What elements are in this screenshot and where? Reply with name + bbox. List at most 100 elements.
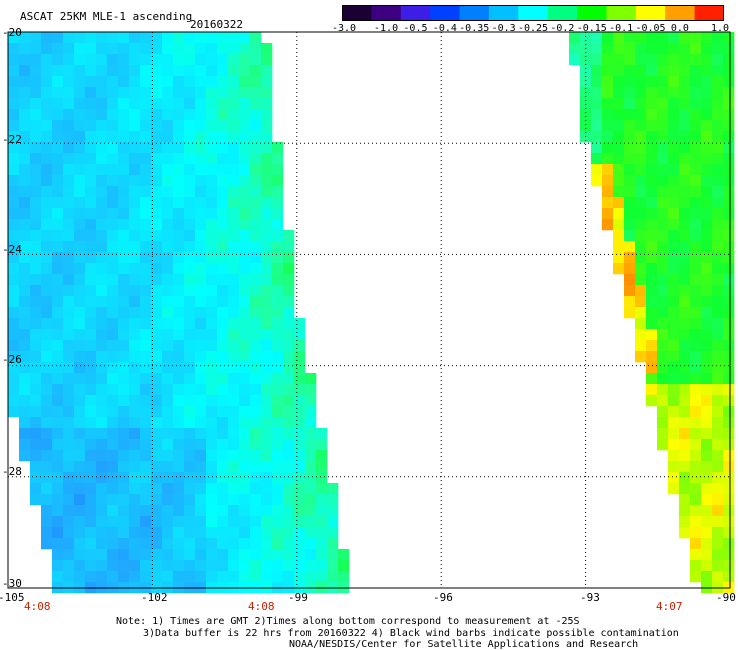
swath-cell [30,65,42,77]
swath-cell [96,549,108,561]
swath-cell [723,395,735,407]
swath-cell [195,560,207,572]
swath-cell [173,230,185,242]
swath-cell [8,274,20,286]
swath-cell [668,439,680,451]
swath-cell [239,54,251,66]
swath-cell [140,362,152,374]
swath-cell [624,274,636,286]
swath-cell [173,439,185,451]
swath-cell [63,219,75,231]
swath-cell [701,164,713,176]
swath-cell [712,329,724,341]
swath-cell [162,175,174,187]
swath-cell [206,417,218,429]
swath-cell [184,373,196,385]
swath-cell [107,307,119,319]
swath-cell [162,538,174,550]
swath-cell [250,439,262,451]
swath-cell [228,505,240,517]
swath-cell [668,285,680,297]
swath-cell [272,252,284,264]
swath-cell [712,494,724,506]
swath-cell [184,527,196,539]
swath-cell [294,318,306,330]
swath-cell [635,307,647,319]
swath-cell [305,560,317,572]
swath-cell [140,494,152,506]
swath-cell [107,395,119,407]
swath-cell [195,538,207,550]
swath-cell [184,186,196,198]
swath-cell [85,483,97,495]
swath-cell [217,516,229,528]
swath-cell [591,131,603,143]
swath-cell [602,197,614,209]
swath-cell [8,32,20,44]
swath-cell [129,340,141,352]
swath-cell [272,230,284,242]
swath-cell [712,87,724,99]
swath-cell [63,252,75,264]
swath-cell [85,318,97,330]
swath-cell [327,494,339,506]
swath-cell [635,318,647,330]
swath-cell [41,175,53,187]
swath-cell [118,318,130,330]
colorbar-tick-label: -0.1 [609,23,634,34]
swath-cell [657,87,669,99]
swath-cell [118,329,130,341]
swath-cell [118,516,130,528]
swath-cell [30,230,42,242]
swath-cell [690,307,702,319]
swath-cell [206,263,218,275]
swath-cell [184,230,196,242]
swath-cell [250,384,262,396]
swath-cell [107,219,119,231]
swath-cell [206,274,218,286]
swath-cell [85,252,97,264]
swath-cell [228,450,240,462]
swath-cell [129,208,141,220]
swath-cell [96,164,108,176]
swath-cell [239,252,251,264]
swath-cell [206,208,218,220]
swath-cell [30,307,42,319]
swath-cell [74,307,86,319]
swath-cell [140,131,152,143]
swath-cell [239,285,251,297]
swath-cell [151,252,163,264]
swath-cell [151,516,163,528]
swath-cell [206,527,218,539]
swath-cell [140,406,152,418]
swath-cell [195,516,207,528]
swath-cell [173,164,185,176]
swath-cell [85,373,97,385]
swath-cell [85,560,97,572]
swath-cell [85,142,97,154]
swath-cell [140,252,152,264]
swath-cell [668,274,680,286]
swath-cell [217,373,229,385]
note-line-1: Note: 1) Times are GMT 2)Times along bot… [116,616,580,627]
swath-cell [162,384,174,396]
swath-cell [261,65,273,77]
swath-cell [646,76,658,88]
swath-cell [283,395,295,407]
swath-cell [8,307,20,319]
swath-cell [74,428,86,440]
swath-cell [19,208,31,220]
swath-cell [239,483,251,495]
swath-cell [41,439,53,451]
swath-cell [228,571,240,583]
swath-cell [30,54,42,66]
swath-cell [30,439,42,451]
swath-cell [151,263,163,275]
swath-cell [140,296,152,308]
swath-cell [162,219,174,231]
swath-cell [52,263,64,275]
swath-cell [85,76,97,88]
swath-cell [52,230,64,242]
swath-cell [52,538,64,550]
swath-cell [679,428,691,440]
